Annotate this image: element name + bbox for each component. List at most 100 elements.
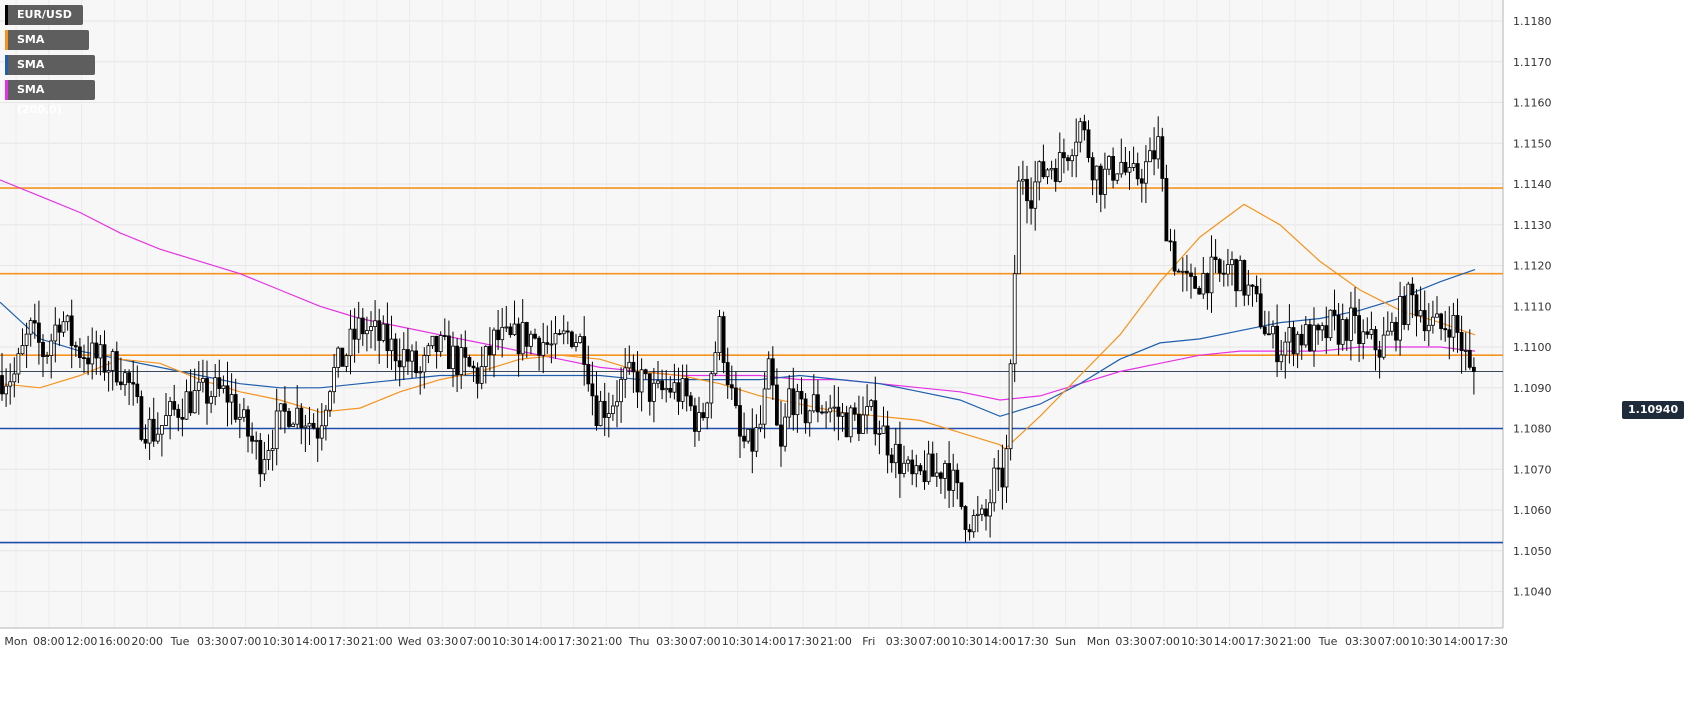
candle-body [155,433,160,442]
candle-body [1320,325,1325,331]
candle-body [734,387,738,406]
candle-body [893,443,898,464]
x-tick-label: 07:00 [919,635,951,648]
x-tick-label: 21:00 [361,635,393,648]
candle-body [684,378,689,397]
candle-body [1033,181,1038,209]
candle-body [344,355,349,367]
candle-body [1201,273,1206,295]
y-tick-label: 1.1070 [1513,463,1552,476]
candle-body [282,403,287,412]
candle-body [397,360,402,368]
candle-body [1435,313,1439,318]
candle-body [1373,329,1378,351]
candle-body [438,335,443,353]
candle-body [1107,156,1111,170]
candle-body [348,328,353,357]
candle-body [557,333,562,335]
x-tick-label: 03:30 [886,635,918,648]
x-tick-label: 17:30 [1476,635,1508,648]
candle-body [631,361,636,373]
candle-body [143,439,148,444]
candle-body [861,414,865,434]
legend-sma100[interactable]: SMA (100,0) [5,55,95,91]
candle-body [791,388,796,416]
candle-body [442,335,447,337]
y-tick-label: 1.1050 [1513,545,1552,558]
candle-body [131,382,136,385]
candle-body [307,422,312,427]
candle-body [274,410,279,450]
candle-body [496,329,501,341]
candle-body [1226,264,1230,275]
candle-body [1463,350,1468,352]
candle-body [578,336,582,343]
candle-body [565,330,570,333]
candle-body [1246,284,1251,296]
legend-sma200[interactable]: SMA (200,0) [5,80,95,116]
x-tick-label: 17:30 [558,635,590,648]
candle-body [205,378,209,404]
candle-body [533,333,537,339]
candle-body [504,326,509,329]
candle-body [1152,150,1156,160]
candle-body [459,347,464,375]
candle-body [1078,121,1083,143]
sma100-line [0,269,1476,417]
candle-body [356,317,361,340]
candle-body [32,320,37,324]
candle-body [487,346,492,356]
candle-body [742,435,746,442]
candle-body [1324,325,1329,339]
x-tick-label: 07:00 [459,635,491,648]
candle-body [672,382,677,393]
x-tick-label: 17:30 [328,635,360,648]
x-tick-label: 16:00 [99,635,131,648]
x-tick-label: 17:30 [1247,635,1279,648]
candle-body [315,427,320,439]
candle-body [668,388,673,393]
candle-body [844,412,849,438]
sma50-line [0,203,1476,450]
candle-body [1148,150,1152,163]
legend-sma50[interactable]: SMA (50,0) [5,30,89,66]
candle-body [1172,241,1177,272]
candle-body [1131,163,1136,168]
candle-body [45,355,49,357]
candle-body [1168,240,1173,243]
candle-body [770,358,775,386]
candle-body [1098,165,1103,195]
candle-body [213,377,218,398]
candle-body [418,371,423,374]
candle-body [1406,283,1411,326]
candle-body [110,351,115,371]
candle-body [1135,163,1140,180]
candle-body [750,428,755,452]
candle-body [61,321,66,333]
candle-body [635,371,640,393]
candle-body [12,373,17,383]
candle-body [237,416,242,420]
candle-body [41,341,45,357]
candle-body [1176,270,1181,273]
candle-body [1332,309,1337,316]
candle-body [1000,467,1005,488]
candle-body [758,423,763,429]
legend-symbol[interactable]: EUR/USD [5,5,83,25]
candle-body [1115,173,1120,181]
candle-body [512,323,517,336]
candle-body [0,375,4,395]
y-tick-label: 1.1170 [1513,56,1552,69]
candle-body [139,396,144,440]
candle-body [1037,161,1042,183]
candle-body [619,379,623,403]
candle-body [852,407,857,415]
y-tick-label: 1.1100 [1513,341,1552,354]
candle-body [119,381,123,386]
candle-body [233,394,238,420]
candle-body [627,361,632,369]
x-tick-label: 10:30 [1411,635,1443,648]
candle-body [926,453,931,483]
x-tick-label: Mon [1087,635,1110,648]
candle-body [586,364,591,385]
